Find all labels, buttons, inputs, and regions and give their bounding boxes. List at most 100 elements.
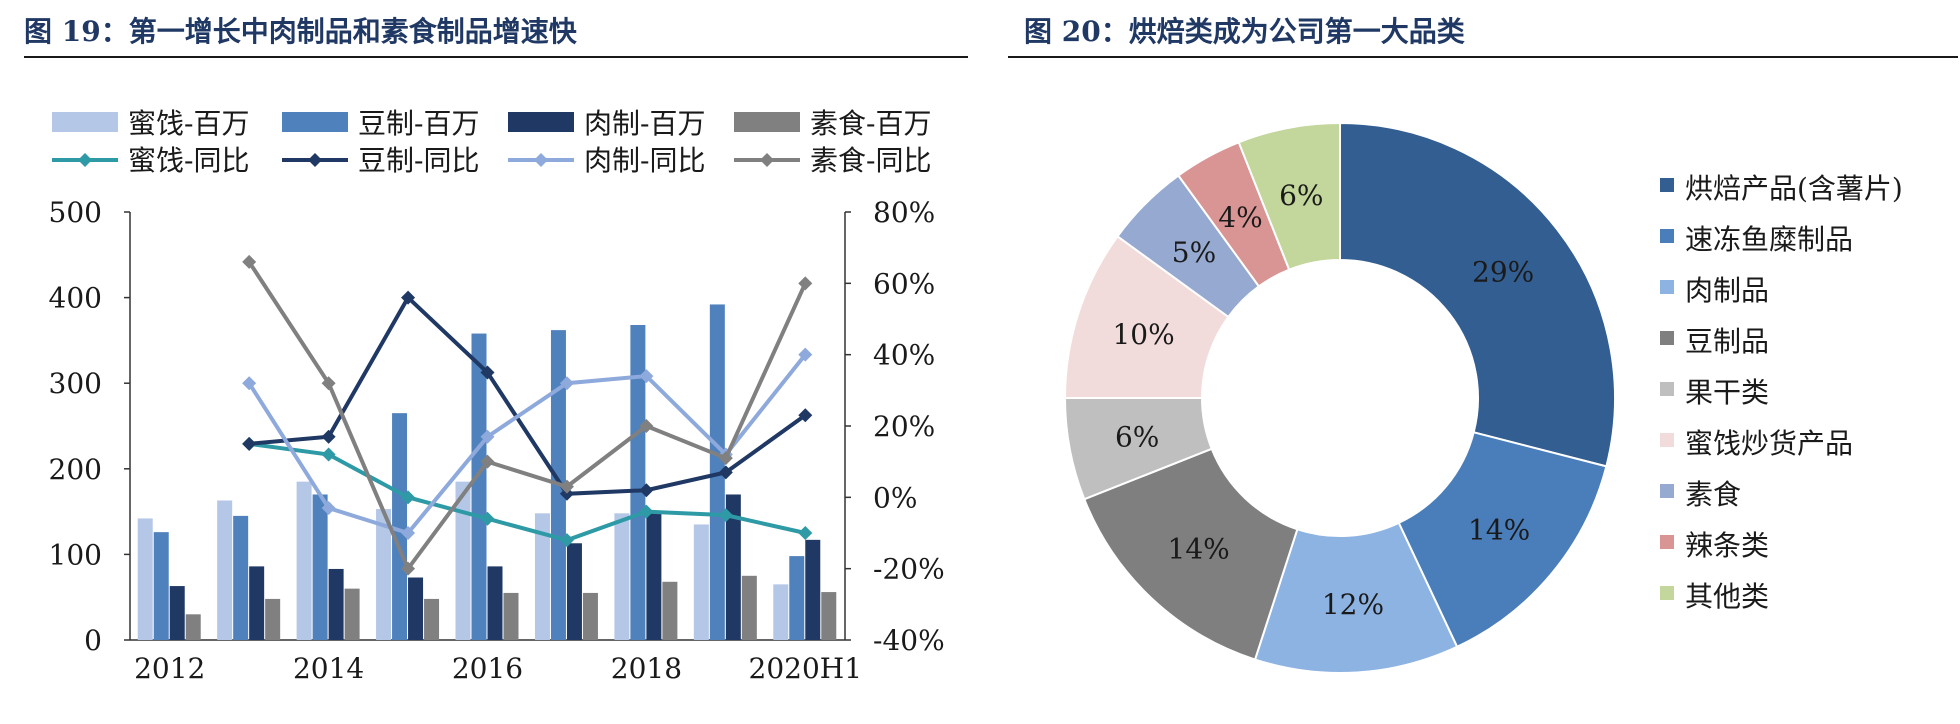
line-series-2 [247, 353, 807, 536]
legend-label: 素食-百万 [810, 107, 931, 140]
right-title-rule [1008, 56, 1958, 58]
line-marker-2 [798, 347, 813, 362]
left-y-tick-label: 0 [84, 624, 102, 657]
bar-0 [455, 481, 471, 640]
legend-swatch-marker [760, 153, 774, 167]
bar-3 [503, 592, 519, 640]
bar-2 [249, 566, 265, 640]
line-marker-0 [559, 533, 574, 548]
legend-label: 素食 [1685, 478, 1741, 511]
x-tick-label: 2012 [134, 652, 205, 685]
line-marker-2 [559, 376, 574, 391]
bar-2 [805, 539, 821, 640]
legend-label: 速冻鱼糜制品 [1685, 223, 1853, 256]
bar-3 [424, 598, 440, 640]
line-marker-1 [559, 486, 574, 501]
legend-swatch [1660, 331, 1674, 345]
line-marker-3 [639, 419, 654, 433]
line-series-3 [247, 260, 808, 573]
bar-3 [265, 598, 281, 640]
bar-0 [137, 518, 153, 640]
legend-swatch-bar [282, 112, 348, 132]
legend-label: 其他类 [1685, 580, 1769, 613]
legend-swatch [1660, 484, 1674, 498]
line-marker-1 [639, 483, 654, 498]
bar-3 [741, 575, 757, 640]
line-marker-2 [321, 501, 336, 516]
line-marker-2 [242, 376, 257, 391]
line-marker-0 [718, 508, 733, 523]
line-marker-3 [798, 276, 813, 291]
right-chart-panel: 图 20：烘焙类成为公司第一大品类 29% 14% 12% 14% 6% 10% 5% 4% 6… [1000, 0, 1960, 724]
line-marker-3 [480, 454, 495, 469]
right-chart-title: 图 20：烘焙类成为公司第一大品类 [1024, 15, 1465, 48]
bar-1 [312, 494, 328, 640]
right-y-tick-label: -20% [873, 553, 945, 586]
bar-2 [646, 513, 662, 640]
bar-1 [471, 333, 487, 640]
x-tick-label: 2018 [611, 652, 682, 685]
line-marker-1 [480, 365, 495, 380]
line-marker-0 [639, 504, 654, 519]
bar-3 [821, 592, 837, 640]
legend-swatch [1660, 433, 1674, 447]
bar-0 [693, 524, 709, 640]
line-marker-3 [401, 561, 416, 576]
donut-slice [1253, 521, 1459, 674]
bar-2 [566, 543, 582, 640]
bar-0 [217, 500, 233, 640]
x-tick-label: 2020H1 [749, 652, 863, 685]
donut-slice [1397, 431, 1608, 649]
legend-label: 肉制-同比 [584, 144, 705, 177]
legend-label: 蜜饯-同比 [128, 144, 249, 177]
bar-3 [185, 614, 201, 640]
bar-1 [709, 304, 725, 640]
bar-1 [233, 515, 249, 640]
right-y-tick-label: 20% [873, 410, 935, 443]
right-y-tick-label: 60% [873, 267, 935, 300]
legend-label: 辣条类 [1685, 529, 1769, 562]
line-marker-0 [798, 526, 813, 540]
right-y-tick-label: -40% [873, 624, 945, 657]
legend-swatch-bar [508, 112, 574, 132]
legend-swatch [1660, 382, 1674, 396]
left-y-tick-label: 200 [49, 453, 102, 486]
line-marker-2 [401, 526, 416, 540]
bar-2 [169, 586, 185, 640]
line-marker-1 [242, 436, 257, 451]
bar-0 [534, 513, 550, 640]
bar-1 [392, 413, 408, 640]
donut-slice-label: 14% [1168, 533, 1230, 566]
legend-swatch [1660, 229, 1674, 243]
bar-2 [725, 494, 741, 640]
legend-label: 豆制-百万 [358, 107, 479, 140]
bar-2 [408, 577, 424, 640]
legend-label: 肉制品 [1685, 274, 1769, 307]
legend-swatch [1660, 178, 1674, 192]
left-chart-panel: 图 19：第一增长中肉制品和素食制品增速快 0 100 200 300 400 500 -4… [24, 15, 968, 685]
line-marker-1 [798, 408, 813, 423]
line-marker-0 [321, 447, 336, 462]
line-marker-0 [401, 490, 416, 505]
bar-1 [789, 556, 805, 640]
donut-slice-label: 4% [1218, 201, 1262, 234]
donut-slice-label: 12% [1322, 588, 1384, 621]
legend-swatch-bar [734, 112, 800, 132]
legend-label: 素食-同比 [810, 144, 931, 177]
legend-swatch-marker [308, 153, 322, 167]
legend-swatch [1660, 535, 1674, 549]
left-title-rule [24, 56, 968, 58]
bar-3 [662, 581, 678, 640]
donut-slice-label: 6% [1279, 179, 1323, 212]
line-marker-1 [401, 290, 416, 305]
donut-slice [1083, 447, 1299, 661]
legend-swatch-marker [78, 153, 92, 167]
right-y-tick-label: 40% [873, 339, 935, 372]
bar-3 [582, 592, 598, 640]
legend-swatch-bar [52, 112, 118, 132]
line-marker-0 [480, 511, 495, 526]
bar-0 [376, 509, 392, 640]
bar-0 [296, 481, 312, 640]
line-marker-2 [480, 429, 495, 444]
line-marker-3 [321, 376, 336, 391]
